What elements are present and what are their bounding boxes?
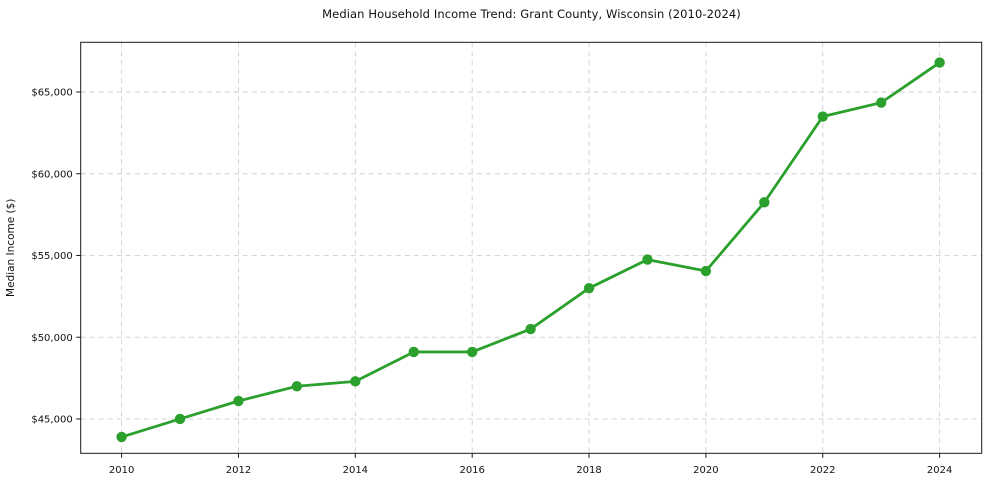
data-point xyxy=(174,413,186,425)
trend-line xyxy=(120,61,942,439)
data-point xyxy=(817,111,828,122)
x-tick-label: 2014 xyxy=(343,465,368,476)
data-point xyxy=(875,97,887,108)
data-point xyxy=(116,431,127,443)
data-point xyxy=(233,395,244,407)
y-axis-label: Median Income ($) xyxy=(5,199,17,297)
x-tick-label: 2020 xyxy=(693,465,718,476)
axes xyxy=(76,41,983,458)
x-tick-label: 2010 xyxy=(109,465,134,476)
y-tick-label: $60,000 xyxy=(31,169,72,180)
data-point xyxy=(350,376,361,387)
data-point xyxy=(642,254,653,265)
data-point xyxy=(525,323,536,335)
data-point xyxy=(934,57,945,68)
x-tick-label: 2012 xyxy=(226,465,251,476)
y-tick-label: $45,000 xyxy=(31,415,72,426)
x-tick-label: 2016 xyxy=(459,465,484,476)
data-point xyxy=(466,346,478,358)
tick-labels: 2010 2012 2014 2016 2018 2020 2022 2024 $45,000 $… xyxy=(5,88,952,476)
chart-title: Median Household Income Trend: Grant Cou… xyxy=(322,7,741,21)
x-tick-label: 2018 xyxy=(576,465,601,476)
x-tick-label: 2022 xyxy=(810,465,835,476)
data-point xyxy=(583,282,595,294)
plot-border xyxy=(80,41,983,454)
gridlines xyxy=(80,42,982,454)
data-point xyxy=(291,381,303,392)
y-tick-label: $65,000 xyxy=(31,88,72,99)
data-point xyxy=(700,265,712,277)
data-point xyxy=(408,346,419,358)
data-series xyxy=(116,57,945,443)
x-tick-label: 2024 xyxy=(927,465,952,476)
y-tick-label: $50,000 xyxy=(31,333,72,344)
y-tick-label: $55,000 xyxy=(31,251,72,262)
data-point xyxy=(759,197,770,208)
